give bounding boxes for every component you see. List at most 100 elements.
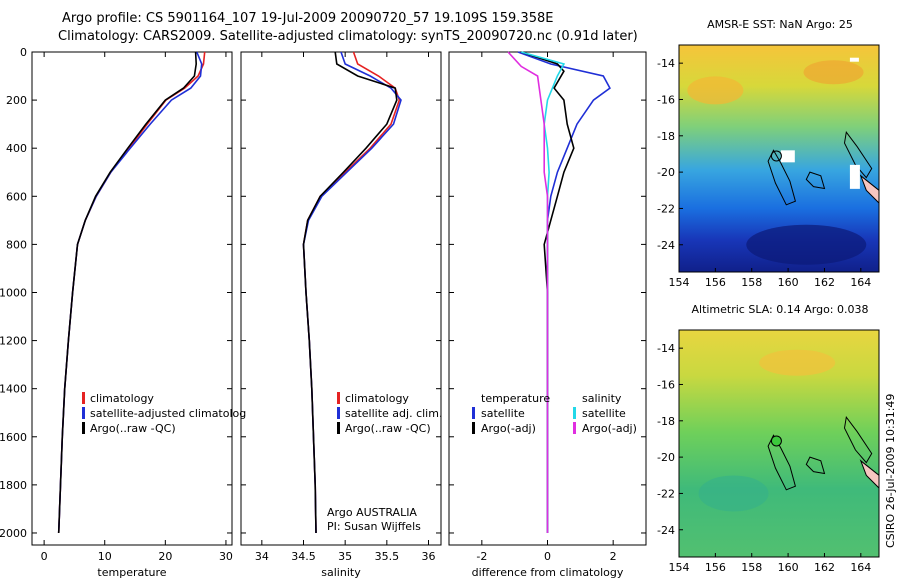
x-axis-label: salinity	[321, 566, 361, 579]
series-line-argo-raw-qc-	[302, 51, 398, 534]
x-tick-label: 0	[544, 550, 551, 563]
panel-annotation-line-1: Argo AUSTRALIA	[327, 506, 417, 519]
legend-label-salinity-argo-adj: Argo(-adj)	[582, 422, 637, 435]
y-tick-label: -24	[657, 524, 675, 537]
sla-map-title: Altimetric SLA: 0.14 Argo: 0.038	[691, 303, 869, 316]
series-line-salinity-argo-adj-	[507, 51, 549, 533]
panel-annotation-line-2: PI: Susan Wijffels	[327, 520, 421, 533]
warm-patch	[687, 76, 744, 105]
y-tick-label: 2000	[0, 527, 27, 540]
x-tick-label: 162	[814, 561, 835, 574]
x-tick-label: 30	[219, 550, 233, 563]
coastline-1	[767, 149, 797, 206]
x-axis-label: difference from climatology	[472, 566, 624, 579]
y-tick-label: -18	[657, 130, 675, 143]
x-tick-label: 160	[778, 276, 799, 289]
legend-label-climatology: climatology	[345, 392, 409, 405]
figure-title-line2: Climatology: CARS2009. Satellite-adjuste…	[58, 29, 638, 44]
y-tick-label: -18	[657, 415, 675, 428]
argo-position-marker	[770, 150, 782, 162]
y-tick-label: 400	[6, 142, 27, 155]
y-tick-label: 1000	[0, 286, 27, 299]
x-tick-label: 35.5	[375, 550, 400, 563]
x-tick-label: 36	[422, 550, 436, 563]
y-tick-label: -14	[657, 342, 675, 355]
x-tick-label: 10	[98, 550, 112, 563]
warm-patch	[803, 60, 864, 85]
high-sla-patch	[759, 349, 836, 376]
y-tick-label: 1400	[0, 383, 27, 396]
coastline-2	[805, 171, 826, 190]
legend-swatch	[472, 422, 475, 434]
y-tick-label: 1800	[0, 479, 27, 492]
x-tick-label: 0	[41, 550, 48, 563]
series-line-argo-raw-qc-	[57, 51, 198, 534]
y-tick-label: 1200	[0, 335, 27, 348]
x-tick-label: 154	[669, 276, 690, 289]
coastline-1	[767, 434, 797, 491]
legend-swatch	[337, 407, 340, 419]
plot-frame	[31, 51, 233, 546]
coastline-2	[805, 456, 826, 475]
x-tick-label: 164	[850, 276, 871, 289]
x-axis-label: temperature	[97, 566, 166, 579]
profile-panel-1: 0 10 20 30 0 200 400 600 800 1000 1200 1400 1600 1800…	[0, 46, 233, 579]
legend-label-argo: Argo(..raw -QC)	[90, 422, 176, 435]
x-tick-label: 2	[610, 550, 617, 563]
coastline-3	[843, 130, 873, 179]
legend-swatch	[337, 392, 340, 404]
y-tick-label: 1600	[0, 431, 27, 444]
cool-patch	[746, 224, 867, 265]
legend-swatch	[82, 392, 85, 404]
y-tick-label: -22	[657, 487, 675, 500]
sst-map: 154 156 158 160 162 164 -14 -16 -18 -20 -22 -24	[657, 44, 880, 289]
legend-swatch	[573, 422, 576, 434]
x-tick-label: 20	[158, 550, 172, 563]
y-tick-label: 600	[6, 190, 27, 203]
y-tick-label: -16	[657, 93, 675, 106]
x-tick-label: 156	[705, 561, 726, 574]
y-tick-label: -16	[657, 378, 675, 391]
legend-label-satellite-adjusted: satellite-adjusted climatolog	[90, 407, 246, 420]
legend-label-temperature-satellite: satellite	[481, 407, 525, 420]
x-tick-label: 154	[669, 561, 690, 574]
y-tick-label: 200	[6, 94, 27, 107]
legend-label-climatology: climatology	[90, 392, 154, 405]
sst-map-title: AMSR-E SST: NaN Argo: 25	[707, 18, 853, 31]
y-tick-label: 800	[6, 238, 27, 251]
map-frame	[678, 44, 880, 273]
x-tick-label: 34	[255, 550, 269, 563]
sla-map: 154 156 158 160 162 164 -14 -16 -18 -20 -22 -24	[657, 329, 880, 574]
legend-heading-temperature: temperature	[481, 392, 550, 405]
legend-swatch	[472, 407, 475, 419]
profile-panel-2: 34 34.5 35 35.5 36 salinity	[240, 51, 442, 579]
legend-heading-salinity: salinity	[582, 392, 622, 405]
legend-swatch	[82, 422, 85, 434]
y-tick-label: -24	[657, 239, 675, 252]
x-tick-label: 158	[741, 561, 762, 574]
low-sla-patch	[698, 475, 769, 512]
legend-label-temperature-argo-adj: Argo(-adj)	[481, 422, 536, 435]
x-tick-label: 158	[741, 276, 762, 289]
argo-position-marker	[770, 435, 782, 447]
x-tick-label: -2	[476, 550, 487, 563]
legend-label-salinity-satellite: satellite	[582, 407, 626, 420]
y-tick-label: -22	[657, 202, 675, 215]
x-tick-label: 160	[778, 561, 799, 574]
figure-title-line1: Argo profile: CS 5901164_107 19-Jul-2009…	[62, 11, 554, 26]
legend-swatch	[573, 407, 576, 419]
plot-frame	[240, 51, 442, 546]
x-tick-label: 164	[850, 561, 871, 574]
legend-label-satellite-adj: satellite adj. clim.	[345, 407, 442, 420]
x-tick-label: 162	[814, 276, 835, 289]
y-tick-label: -20	[657, 451, 675, 464]
map-frame	[678, 329, 880, 558]
profile-panel-3: -2 0 2 difference from climatology	[448, 51, 647, 579]
y-tick-label: -20	[657, 166, 675, 179]
x-tick-label: 156	[705, 276, 726, 289]
legend-label-argo: Argo(..raw -QC)	[345, 422, 431, 435]
y-tick-label: -14	[657, 57, 675, 70]
x-tick-label: 35	[338, 550, 352, 563]
missing-data-patch	[849, 164, 860, 189]
